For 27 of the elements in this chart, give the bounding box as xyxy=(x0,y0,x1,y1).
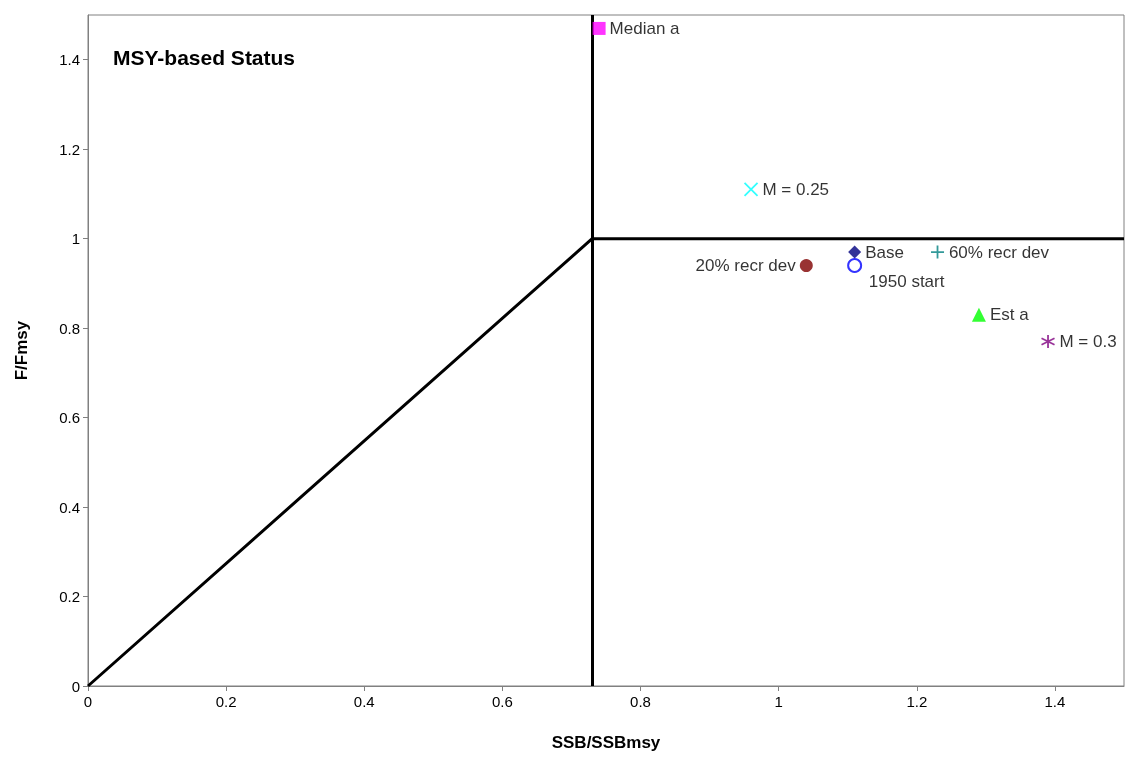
series-label: Est a xyxy=(989,305,1030,325)
y-tick-label: 0.4 xyxy=(59,498,80,516)
y-tick-label: 1 xyxy=(71,230,80,248)
series-label: 20% recr dev xyxy=(695,256,797,276)
x-tick-label: 0.8 xyxy=(630,693,651,710)
y-tick-label: 0.6 xyxy=(59,409,80,427)
x-tick-label: 0.2 xyxy=(215,693,237,710)
x-tick-label: 0 xyxy=(83,693,93,710)
y-tick-label: 1.4 xyxy=(59,51,80,69)
x-axis-title: SSB/SSBmsy xyxy=(551,733,661,752)
x-tick-label: 1.2 xyxy=(906,693,928,710)
text: MSY-based Status xyxy=(113,46,296,69)
y-tick-label: 0.8 xyxy=(59,319,80,337)
x-tick-label: 0.4 xyxy=(353,693,375,710)
series-label: M = 0.3 xyxy=(1059,332,1117,352)
series-label: Base xyxy=(865,242,904,262)
series-label: 60% recr dev xyxy=(948,242,1050,262)
x-tick-label: 0.6 xyxy=(491,693,513,710)
y-tick-label: 0.2 xyxy=(59,588,80,606)
x-tick-label: 1 xyxy=(774,693,783,710)
x-tick-label: 1.4 xyxy=(1044,693,1066,710)
y-tick-label: 1.2 xyxy=(59,140,80,158)
series-label: Median a xyxy=(609,18,681,38)
series-label: 1950 start xyxy=(868,272,945,292)
y-tick-label: 0 xyxy=(71,677,80,695)
y-axis-title: F/Fmsy xyxy=(12,320,31,381)
series-label: M = 0.25 xyxy=(762,179,830,199)
